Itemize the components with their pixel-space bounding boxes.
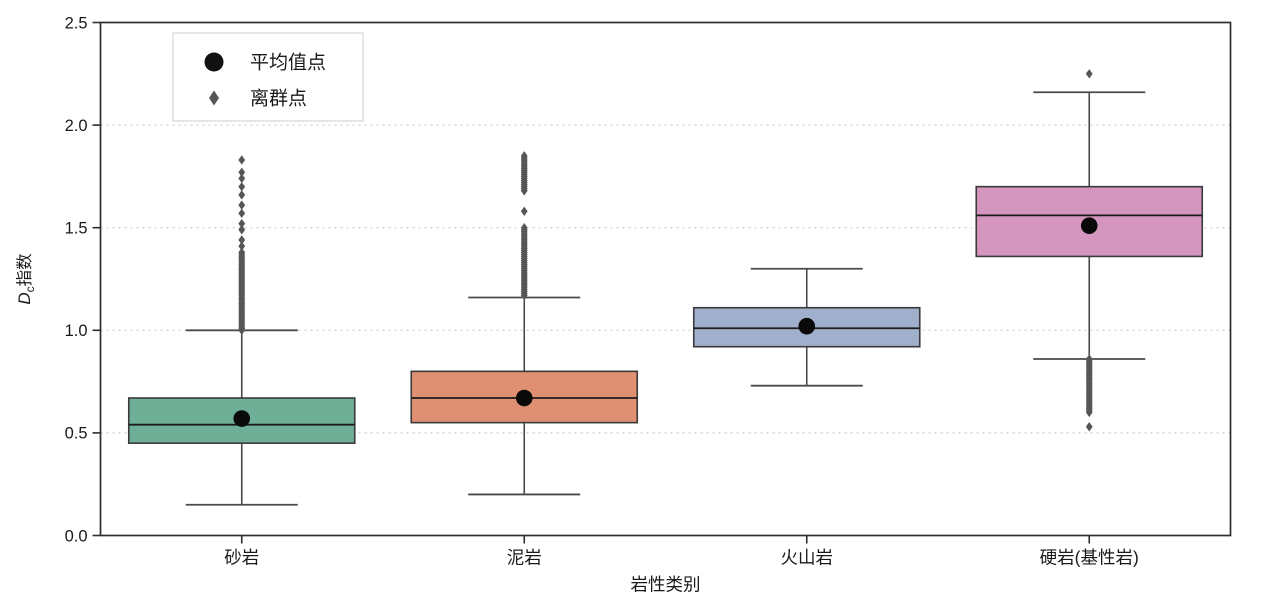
box-group-0 [127, 155, 356, 506]
y-tick-label: 0.5 [65, 425, 88, 443]
mean-point [1080, 217, 1098, 234]
box-group-2 [692, 267, 921, 387]
x-tick-label: 火山岩 [781, 548, 834, 568]
outlier-diamond [238, 218, 246, 229]
outlier-diamond [238, 173, 246, 184]
y-tick-label: 0.0 [65, 527, 88, 545]
outlier-diamond [238, 241, 246, 251]
outlier-diamond [520, 151, 528, 161]
y-axis: 0.0 0.5 1.0 1.5 2.0 2.5 [65, 14, 101, 545]
y-tick-label: 1.0 [65, 322, 88, 340]
y-axis-title: Dc指数 [15, 253, 37, 305]
y-tick-label: 2.0 [65, 117, 88, 135]
outlier-diamond [1085, 354, 1093, 364]
x-tick-label: 硬岩(基性岩) [1040, 548, 1139, 568]
y-tick-label: 2.5 [65, 14, 88, 32]
x-tick-label: 砂岩 [224, 548, 259, 568]
mean-point [233, 410, 251, 427]
gridlines [100, 124, 1231, 434]
box-group-3 [975, 69, 1204, 432]
x-axis-title: 岩性类别 [631, 575, 701, 595]
outlier-diamond [209, 90, 219, 106]
outlier-diamond [1085, 69, 1093, 79]
outlier-diamond [238, 155, 246, 165]
outlier-diamond [238, 235, 246, 245]
x-axis: 砂岩 泥岩 火山岩 硬岩(基性岩) 岩性类别 [224, 535, 1139, 595]
outlier-diamond [520, 223, 528, 233]
mean-point [515, 389, 533, 407]
legend-label: 离群点 [250, 88, 307, 110]
legend-box [172, 32, 364, 122]
outlier-diamond [238, 225, 246, 235]
outlier-diamond [1085, 422, 1093, 432]
box-group-1 [410, 151, 639, 496]
y-tick-label: 1.5 [65, 219, 88, 237]
outlier-diamond [520, 206, 528, 216]
x-tick-label: 泥岩 [507, 548, 542, 568]
outlier-diamond [238, 167, 246, 177]
mean-point [798, 317, 816, 335]
legend-label: 平均值点 [250, 52, 326, 74]
outlier-diamond [238, 208, 246, 219]
outlier-diamond [238, 200, 246, 210]
outlier-diamond [238, 247, 246, 258]
legend-mean-marker [204, 52, 224, 72]
outlier-diamond [238, 181, 246, 192]
plot-frame [99, 21, 1232, 537]
outlier-diamond [238, 190, 246, 200]
